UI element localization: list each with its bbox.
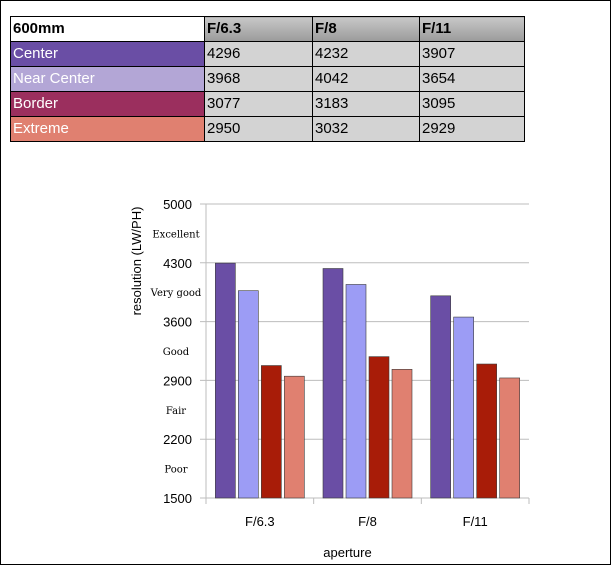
bar [238,290,259,499]
bar [368,356,390,499]
bar [476,363,497,499]
table-cell: 3077 [204,91,313,117]
row-label-extreme: Extreme [10,116,205,142]
bar [322,268,344,499]
y-tick-label: 2200 [163,432,192,447]
table-cell: 2929 [419,116,525,142]
y-axis-title: resolution (LW/PH) [129,207,144,316]
bar [284,375,305,499]
table-cell: 2950 [204,116,313,142]
rating-label: Poor [164,465,187,476]
table-cell: 3183 [312,91,420,117]
table-cell: 4232 [312,41,420,67]
x-tick-label: F/6.3 [245,514,275,529]
x-axis-title: aperture [323,545,371,560]
bar [453,316,474,499]
table-cell: 4296 [204,41,313,67]
rating-label: Very good [150,288,202,299]
resolution-table: 600mm F/6.3 F/8 F/11 Center 4296 4232 39… [10,16,525,142]
bar [345,284,367,499]
row-label-border: Border [10,91,205,117]
bar [391,369,413,499]
y-tick-label: 5000 [163,197,192,212]
bar [215,262,236,499]
y-tick-label: 2900 [163,373,192,388]
x-tick-label: F/11 [463,514,488,529]
y-tick-label: 3600 [163,315,192,330]
rating-label: Good [163,347,190,358]
x-tick-label: F/8 [358,514,377,529]
rating-label: Fair [166,406,186,417]
rating-label: Excellent [152,229,199,240]
column-header: F/11 [419,16,525,42]
table-row: Border 3077 3183 3095 [10,91,525,117]
y-tick-label: 1500 [163,491,192,506]
bar [261,365,282,499]
table-row: Center 4296 4232 3907 [10,41,525,67]
bar [430,295,451,499]
table-row: Near Center 3968 4042 3654 [10,66,525,92]
bar [499,377,520,499]
table-cell: 3968 [204,66,313,92]
table-cell: 3095 [419,91,525,117]
y-tick-label: 4300 [163,256,192,271]
table-cell: 3654 [419,66,525,92]
table-row: Extreme 2950 3032 2929 [10,116,525,142]
table-cell: 3032 [312,116,420,142]
